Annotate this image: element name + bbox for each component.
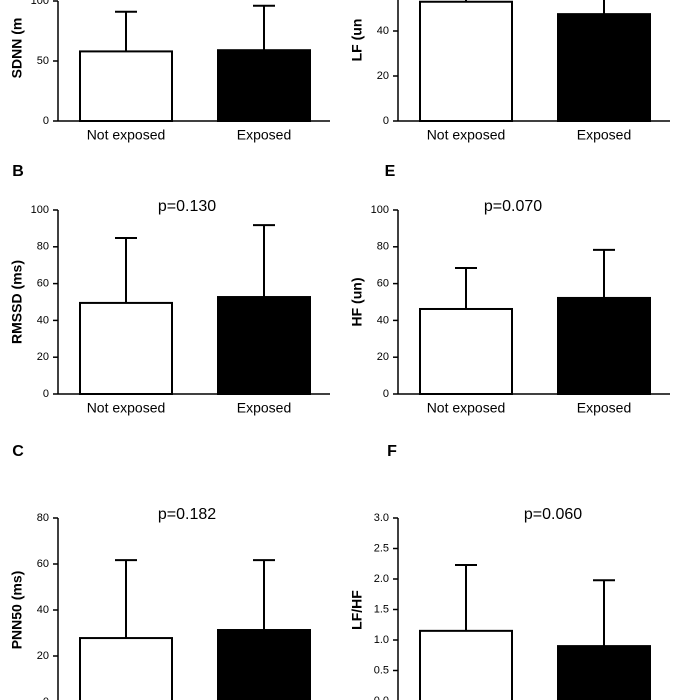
bar [79,637,173,700]
y-tick-label: 80 [377,241,389,253]
bar [557,645,651,700]
bar [217,629,311,700]
bar [557,13,651,122]
y-tick-label: 0 [383,115,389,127]
y-tick-label: 20 [37,351,49,363]
y-tick-label: 60 [37,558,49,570]
x-tick-label: Exposed [577,127,631,143]
y-tick-label: 20 [377,70,389,82]
bar [419,307,513,396]
bar [79,50,173,122]
x-tick-label: Exposed [237,127,291,143]
y-axis-label: PNN50 (ms) [9,571,25,650]
panel-title: p=0.182 [158,506,216,523]
y-tick-label: 1.5 [374,603,389,615]
x-tick-label: Not exposed [427,127,506,143]
x-tick-label: Not exposed [87,127,166,143]
y-axis-label: LF (un [349,19,365,62]
panel-letter: C [12,443,24,460]
y-tick-label: 40 [37,314,49,326]
bar [79,301,173,396]
panel-title: p=0.130 [158,198,216,215]
y-tick-label: 100 [371,204,389,216]
bar [419,629,513,700]
x-tick-label: Exposed [577,400,631,416]
bar [557,296,651,395]
y-axis-label: RMSSD (ms) [9,260,25,344]
bar [217,49,311,123]
bar [217,296,311,396]
x-tick-label: Exposed [237,400,291,416]
y-tick-label: 80 [37,512,49,524]
x-tick-label: Not exposed [87,400,166,416]
y-tick-label: 60 [37,278,49,290]
y-axis-label: LF/HF [349,590,365,630]
y-tick-label: 50 [37,55,49,67]
panel-letter: F [387,443,397,460]
y-tick-label: 100 [31,0,49,7]
y-tick-label: 40 [377,314,389,326]
panel-letter: E [385,163,396,180]
y-tick-label: 20 [377,351,389,363]
bar [419,0,513,122]
y-tick-label: 0 [43,696,49,700]
y-tick-label: 0.0 [374,695,389,700]
y-tick-label: 60 [377,278,389,290]
panel-letter: B [12,163,24,180]
y-axis-label: HF (un) [349,278,365,327]
y-tick-label: 40 [377,25,389,37]
y-tick-label: 0 [383,388,389,400]
y-axis-label: SDNN (m [9,18,25,79]
x-tick-label: Not exposed [427,400,506,416]
y-tick-label: 1.0 [374,634,389,646]
y-tick-label: 0 [43,115,49,127]
y-tick-label: 80 [37,241,49,253]
y-tick-label: 100 [31,204,49,216]
panel-title: p=0.070 [484,198,542,215]
y-tick-label: 0.5 [374,664,389,676]
y-tick-label: 20 [37,650,49,662]
y-tick-label: 40 [37,604,49,616]
y-tick-label: 0 [43,388,49,400]
y-tick-label: 2.5 [374,542,389,554]
panel-title: p=0.060 [524,506,582,523]
y-tick-label: 2.0 [374,573,389,585]
y-tick-label: 3.0 [374,512,389,524]
